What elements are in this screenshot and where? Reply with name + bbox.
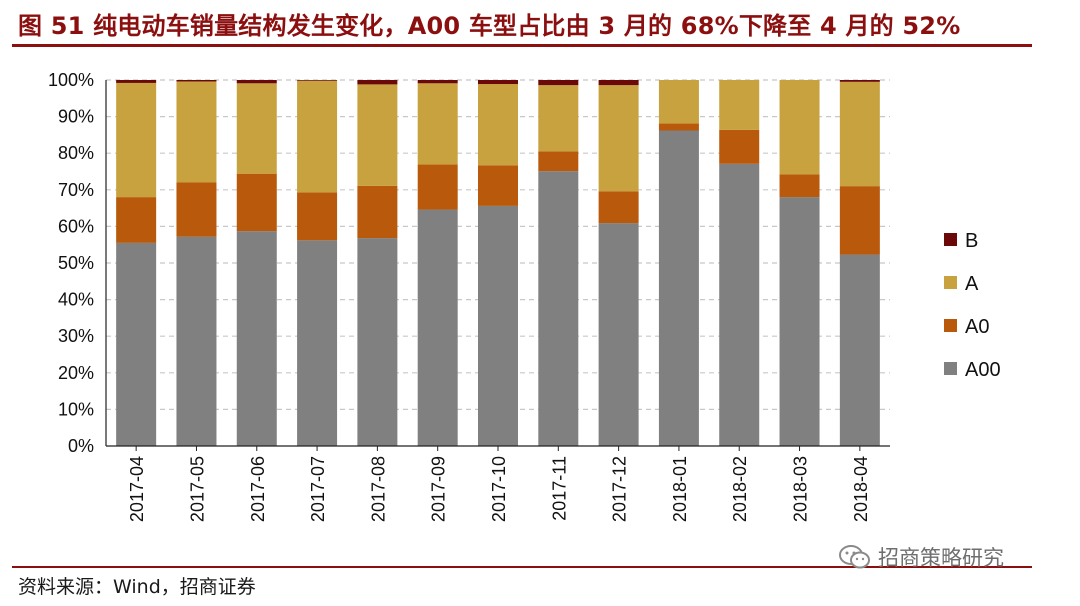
bar-segment-a0-2018-03 [779, 174, 820, 198]
y-tick-label: 50% [58, 253, 94, 273]
bar-segment-a0-2018-01 [658, 123, 699, 131]
bar-segment-b-2017-10 [478, 80, 518, 85]
legend-swatch-a [944, 276, 957, 289]
bar-segment-a00-2018-03 [779, 197, 820, 446]
bar-segment-a00-2017-11 [538, 171, 579, 446]
bar-segment-b-2017-12 [598, 80, 639, 86]
bar-segment-b-2017-09 [417, 80, 458, 84]
bar-segment-a0-2017-09 [417, 164, 458, 210]
legend-label-a: A [965, 273, 979, 295]
x-tick-label: 2018-04 [851, 456, 871, 522]
bar-segment-a00-2018-04 [839, 254, 880, 446]
bar-segment-a-2017-09 [417, 83, 458, 165]
watermark-text: 招商策略研究 [878, 546, 1004, 570]
footer-divider [12, 566, 1032, 568]
bar-segment-a-2018-03 [779, 80, 820, 175]
source-note: 资料来源：Wind，招商证券 [18, 576, 256, 598]
bar-segment-a-2017-08 [357, 84, 398, 186]
legend-swatch-a00 [944, 362, 957, 375]
bar-segment-a-2017-12 [598, 85, 639, 192]
bar-segment-a00-2017-08 [357, 238, 398, 446]
x-tick-label: 2018-02 [730, 456, 750, 522]
stacked-bar-chart: 0% 10% 20% 30% 40% 50% 60% 70% 80% 90% 100% 2017-04… [48, 70, 1001, 522]
bar-segment-a00-2017-04 [116, 242, 157, 446]
bar-segment-b-2017-08 [357, 80, 398, 85]
y-tick-label: 0% [68, 436, 94, 456]
bar-segment-a0-2017-08 [357, 185, 398, 239]
bar-segment-b-2017-06 [236, 80, 277, 84]
legend-label-b: B [965, 230, 978, 252]
bar-segment-a00-2017-06 [236, 231, 277, 446]
bar-segment-a-2018-01 [658, 80, 699, 124]
bar-segment-a0-2017-10 [478, 165, 518, 206]
bar-segment-a-2018-04 [839, 81, 880, 187]
x-tick-label: 2017-10 [489, 456, 509, 522]
wechat-icon [839, 545, 870, 569]
y-tick-label: 60% [58, 216, 94, 236]
bar-segment-a0-2017-06 [236, 173, 277, 232]
x-tick-label: 2017-09 [429, 456, 449, 522]
bar-segment-b-2017-04 [116, 80, 157, 83]
y-tick-label: 70% [58, 180, 94, 200]
y-tick-label: 80% [58, 143, 94, 163]
bar-segment-a-2017-10 [478, 84, 518, 166]
bar-segment-a-2017-05 [176, 81, 217, 183]
bar-segment-a00-2018-02 [719, 163, 760, 446]
title-divider [12, 44, 1032, 47]
x-tick-label: 2017-06 [248, 456, 268, 522]
y-tick-label: 90% [58, 107, 94, 127]
y-tick-label: 100% [48, 70, 94, 90]
bar-segment-b-2017-11 [538, 80, 579, 86]
bar-segment-a0-2018-02 [719, 129, 760, 164]
legend-label-a00: A00 [965, 359, 1001, 381]
bar-segment-a0-2017-11 [538, 151, 579, 172]
x-tick-label: 2017-05 [187, 456, 207, 522]
y-tick-label: 10% [58, 399, 94, 419]
x-tick-label: 2018-01 [670, 456, 690, 522]
bar-segment-a0-2017-12 [598, 191, 639, 224]
y-tick-label: 40% [58, 290, 94, 310]
bar-segment-a0-2017-05 [176, 182, 217, 237]
x-tick-label: 2017-12 [610, 456, 630, 522]
bar-segment-a00-2017-05 [176, 236, 217, 446]
bar-segment-a00-2018-01 [658, 130, 699, 446]
legend-swatch-a0 [944, 319, 957, 332]
y-tick-label: 30% [58, 326, 94, 346]
bar-segment-a00-2017-07 [297, 240, 338, 446]
x-tick-label: 2017-11 [549, 456, 569, 521]
bar-segment-b-2017-05 [176, 80, 217, 82]
bar-segment-a-2017-06 [236, 83, 277, 174]
bar-segment-a0-2017-04 [116, 197, 157, 243]
bar-segment-a-2017-07 [297, 80, 338, 193]
bar-segment-a-2018-02 [719, 80, 760, 130]
bar-segment-a-2017-11 [538, 85, 579, 152]
bar-segment-a0-2017-07 [297, 192, 338, 241]
bar-segment-b-2017-07 [297, 80, 338, 81]
x-tick-label: 2018-03 [791, 456, 811, 522]
watermark: 招商策略研究 [838, 540, 1058, 574]
bar-segment-b-2018-04 [839, 80, 880, 82]
bar-segment-a00-2017-12 [598, 223, 639, 446]
bar-segment-a-2017-04 [116, 82, 157, 198]
bar-segment-a0-2018-04 [839, 186, 880, 255]
bar-segment-a00-2017-10 [478, 205, 518, 446]
x-tick-label: 2017-07 [308, 456, 328, 522]
legend-swatch-b [944, 233, 957, 246]
x-tick-label: 2017-04 [127, 456, 147, 522]
x-tick-label: 2017-08 [368, 456, 388, 522]
y-tick-label: 20% [58, 363, 94, 383]
bar-segment-a00-2017-09 [417, 209, 458, 446]
figure-title: 图 51 纯电动车销量结构发生变化，A00 车型占比由 3 月的 68%下降至 … [18, 12, 961, 40]
legend-label-a0: A0 [965, 316, 989, 338]
